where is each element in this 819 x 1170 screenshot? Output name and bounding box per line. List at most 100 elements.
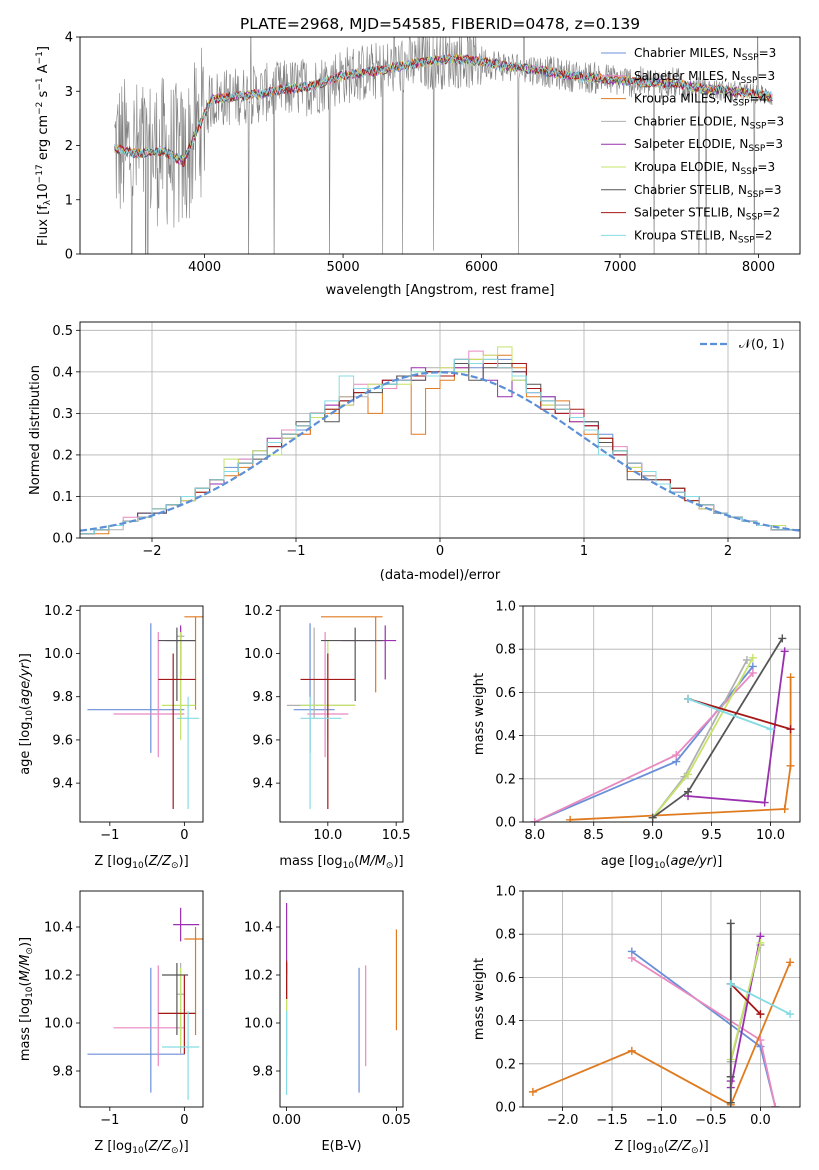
weight-marker (766, 725, 775, 734)
residual-axes: −2 −1 0 1 2 0.0 0.1 0.2 0.3 0.4 0.5 𝒩(0, 1) (data-mo… (28, 321, 801, 583)
y-tick-label: 0.0 (52, 532, 73, 547)
y-tick-label: 0.6 (495, 686, 516, 701)
residual-axes-frame (79, 321, 801, 539)
x-tick-label: −2 (142, 544, 161, 559)
legend-label: Kroupa ELODIE, NSSP=3 (634, 160, 775, 177)
x-tick-label: 5000 (327, 260, 360, 275)
weight-marker (627, 953, 636, 962)
weight-vs-age-axes-grid (523, 605, 800, 823)
residual-axes-grid (80, 322, 800, 539)
age-vs-Z-axes-ylabel: age [log10(age/yr)] (18, 653, 35, 775)
mass-vs-ebv-axes-plot (285, 903, 398, 1095)
weight-marker (756, 1010, 765, 1019)
x-tick-label: 0.05 (382, 1113, 411, 1128)
x-tick-label: 10.5 (382, 828, 411, 843)
weight-vs-Z-axes-frame (522, 890, 801, 1108)
weight-line-7 (687, 698, 791, 730)
age-vs-Z-axes-ticks: −1 0 9.4 9.6 9.8 10.0 10.2 (44, 604, 188, 843)
mass-vs-Z-axes-plot (87, 907, 203, 1100)
y-tick-label: 0.2 (495, 1057, 516, 1072)
y-tick-label: 3 (65, 85, 73, 100)
x-tick-label: 8.0 (524, 828, 545, 843)
residual-xlabel: (data-model)/error (380, 568, 501, 583)
mass-vs-ebv-axes-xlabel: E(B-V) (321, 1139, 361, 1154)
x-tick-label: 8.5 (583, 828, 604, 843)
weight-marker (528, 1087, 537, 1096)
y-tick-label: 0.3 (52, 407, 73, 422)
weight-line-7 (730, 983, 762, 1015)
y-tick-label: 0.4 (52, 365, 73, 380)
age-vs-Z-axes-xlabel: Z [log10(Z/Z⊙)] (94, 854, 188, 871)
x-tick-label: 9.0 (642, 828, 663, 843)
y-tick-label: 9.8 (52, 690, 73, 705)
mass-vs-Z-axes-ylabel: mass [log10(M/M⊙)] (18, 937, 35, 1061)
spectrum-axes-ticks: 4000 5000 6000 7000 8000 0 1 2 3 4 (65, 31, 775, 276)
y-tick-label: 9.4 (252, 777, 273, 792)
x-tick-label: 1 (580, 544, 588, 559)
y-tick-label: 10.2 (44, 604, 73, 619)
observed-spectrum-line (114, 37, 773, 254)
weight-marker (742, 656, 751, 664)
spectrum-ylabel: Flux [fλ10−17 erg cm−2 s−1 A−1] (35, 46, 53, 246)
weight-marker (760, 798, 769, 807)
weight-vs-Z-axes-plot (528, 919, 795, 1107)
mass-vs-ebv-axes-ticks: 0.00 0.05 9.8 10.0 10.2 10.4 (244, 921, 411, 1129)
x-tick-label: 7000 (603, 260, 636, 275)
weight-marker (726, 1098, 735, 1107)
weight-marker (684, 694, 693, 703)
x-tick-label: −2.0 (547, 1113, 579, 1128)
weight-vs-age-axes-ticks: 8.0 8.5 9.0 9.5 10.0 0.0 0.2 0.4 0.6 0.8 1.0 (495, 600, 785, 844)
y-tick-label: 10.4 (244, 921, 273, 936)
y-tick-label: 0.1 (52, 490, 73, 505)
weight-marker (748, 668, 757, 677)
y-tick-label: 0.5 (52, 324, 73, 339)
x-tick-label: −1.0 (646, 1113, 678, 1128)
weight-marker (756, 938, 765, 947)
y-tick-label: 1.0 (495, 885, 516, 900)
legend-label: Chabrier ELODIE, NSSP=3 (634, 114, 784, 131)
weight-line-3 (651, 659, 748, 819)
y-tick-label: 10.0 (44, 647, 73, 662)
weight-marker (726, 919, 735, 928)
weight-vs-age-axes-ylabel: mass weight (472, 673, 487, 755)
age-vs-Z-axes: −1 0 9.4 9.6 9.8 10.0 10.2 Z [log10(Z/Z⊙)] age [… (18, 604, 204, 871)
y-tick-label: 9.8 (52, 1065, 73, 1080)
weight-line-6 (652, 637, 784, 819)
weight-marker (780, 647, 789, 656)
y-tick-label: 0.2 (495, 772, 516, 787)
weight-marker (672, 751, 681, 760)
weight-vs-Z-axes-xlabel: Z [log10(Z/Z⊙)] (614, 1139, 708, 1156)
residual-legend: 𝒩(0, 1) (700, 336, 785, 351)
weight-marker (748, 653, 757, 662)
y-tick-label: 1 (65, 193, 73, 208)
y-tick-label: 10.0 (244, 1017, 273, 1032)
weight-line-2 (570, 677, 792, 821)
mass-vs-Z-axes-ticks: −1 0 9.8 10.0 10.2 10.4 (44, 921, 188, 1129)
weight-marker (627, 1046, 636, 1055)
mass-vs-Z-axes-xlabel: Z [log10(Z/Z⊙)] (94, 1139, 188, 1156)
x-tick-label: 0.0 (750, 1113, 771, 1128)
gaussian-reference-line (80, 371, 800, 532)
weight-vs-Z-axes-grid (523, 890, 800, 1108)
y-tick-label: 10.0 (44, 1017, 73, 1032)
weight-vs-age-axes-frame (522, 605, 801, 823)
mass-vs-ebv-axes-frame (279, 890, 404, 1108)
model-line-5 (114, 53, 773, 165)
histogram-step-8 (80, 358, 800, 538)
weight-marker (778, 634, 787, 643)
age-vs-Z-axes-frame (79, 605, 204, 823)
weight-line-5 (652, 657, 754, 819)
age-vs-Z-axes-plot (87, 616, 203, 810)
x-tick-label: 4000 (188, 260, 221, 275)
spectrum-title: PLATE=2968, MJD=54585, FIBERID=0478, z=0… (240, 15, 640, 33)
y-tick-label: 10.2 (244, 604, 273, 619)
weight-marker (786, 673, 795, 682)
residual-axes-plot (80, 346, 800, 538)
weight-marker (726, 1072, 735, 1081)
weight-marker (786, 725, 795, 734)
weight-marker (786, 958, 795, 967)
y-tick-label: 10.2 (44, 969, 73, 984)
y-tick-label: 10.2 (244, 969, 273, 984)
y-tick-label: 0 (65, 248, 73, 263)
y-tick-label: 2 (65, 139, 73, 154)
